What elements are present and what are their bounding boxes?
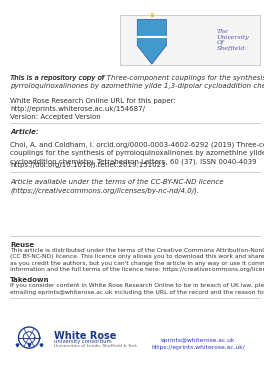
FancyBboxPatch shape: [120, 15, 260, 65]
Text: Article:: Article:: [10, 129, 39, 135]
Text: university consortium: university consortium: [54, 339, 112, 344]
Text: Choi, A. and Coldham, I. orcid.org/0000-0003-4602-6292 (2019) Three-component
co: Choi, A. and Coldham, I. orcid.org/0000-…: [10, 142, 264, 165]
Text: The
University
Of
Sheffield.: The University Of Sheffield.: [216, 29, 249, 51]
Text: ♛: ♛: [149, 13, 154, 18]
Text: https://doi.org/10.1016/j.tetlet.2019.151023: https://doi.org/10.1016/j.tetlet.2019.15…: [10, 162, 166, 168]
Text: White Rose Research Online URL for this paper:
http://eprints.whiterose.ac.uk/15: White Rose Research Online URL for this …: [10, 98, 176, 112]
Text: Takedown: Takedown: [10, 277, 50, 283]
Text: Reuse: Reuse: [10, 242, 34, 248]
Text: Universities of Leeds, Sheffield & York: Universities of Leeds, Sheffield & York: [54, 344, 137, 348]
Text: eprints@whiterose.ac.uk
https://eprints.whiterose.ac.uk/: eprints@whiterose.ac.uk https://eprints.…: [151, 338, 245, 350]
Text: This is a repository copy of Three-component couplings for the synthesis of
pyrr: This is a repository copy of Three-compo…: [10, 75, 264, 89]
Text: This article is distributed under the terms of the Creative Commons Attribution-: This article is distributed under the te…: [10, 248, 264, 272]
Polygon shape: [137, 19, 166, 64]
Text: Article available under the terms of the CC-BY-NC-ND licence
(https://creativeco: Article available under the terms of the…: [10, 179, 224, 194]
Text: If you consider content in White Rose Research Online to be in breach of UK law,: If you consider content in White Rose Re…: [10, 283, 264, 295]
Text: This is a repository copy of: This is a repository copy of: [10, 75, 106, 81]
Text: Version: Accepted Version: Version: Accepted Version: [10, 114, 101, 120]
Text: White Rose: White Rose: [54, 331, 116, 341]
